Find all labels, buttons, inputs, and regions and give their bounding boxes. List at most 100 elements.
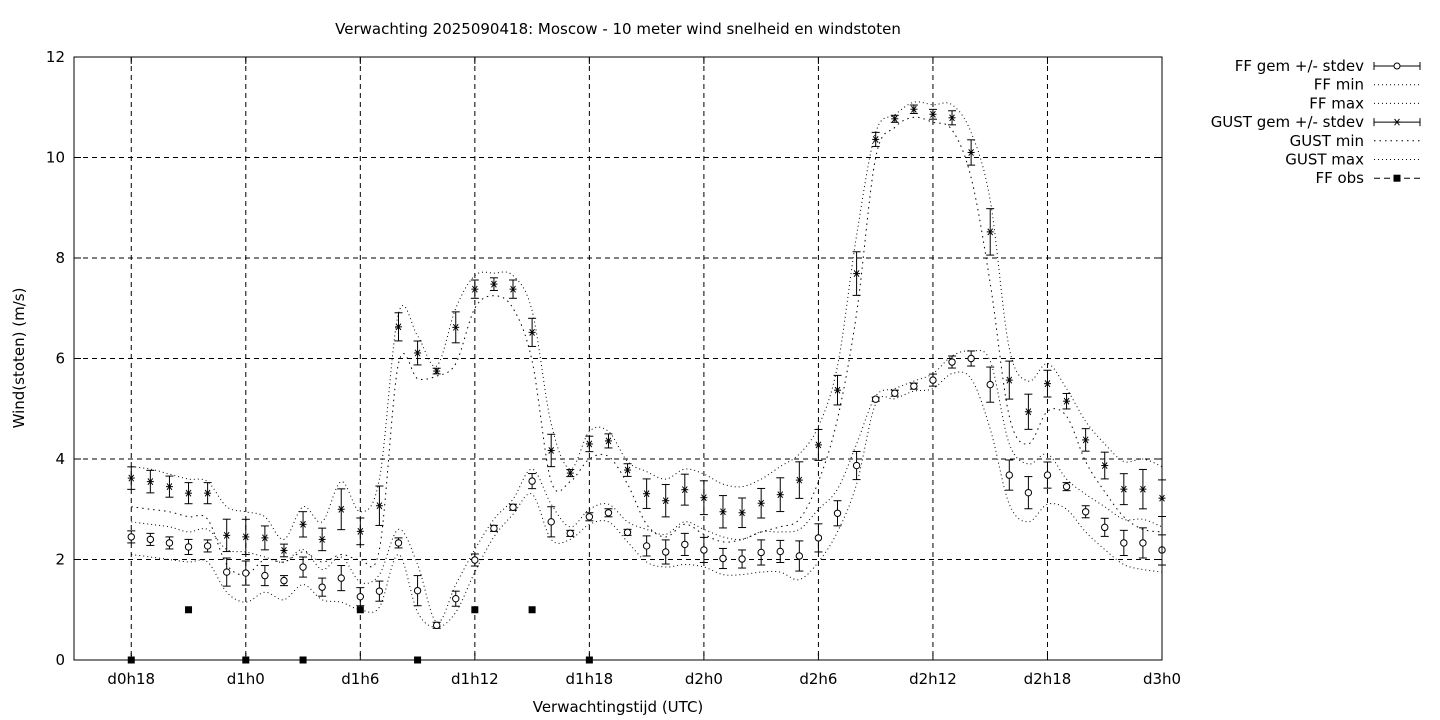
ff-obs-point xyxy=(356,606,364,614)
star-stroke xyxy=(338,505,345,513)
legend-marker-square xyxy=(1393,174,1401,182)
gust-mean-point xyxy=(185,489,193,497)
star-stroke xyxy=(605,437,612,445)
gust-mean-point xyxy=(719,508,727,516)
x-tick-label: d2h12 xyxy=(909,670,957,688)
legend-marker-circle xyxy=(1393,62,1401,70)
gust-mean-point xyxy=(1043,380,1051,388)
star-stroke xyxy=(471,285,478,293)
y-tick-label: 12 xyxy=(46,48,65,66)
ff-mean-point xyxy=(910,382,918,390)
star-stroke xyxy=(872,135,879,143)
gust-mean-point xyxy=(261,534,269,542)
y-tick-label: 4 xyxy=(55,450,65,468)
y-tick-label: 8 xyxy=(55,249,65,267)
ff-mean-point xyxy=(509,503,517,511)
gust-mean-point xyxy=(948,114,956,122)
legend-label: GUST gem +/- stdev xyxy=(1211,113,1364,131)
x-axis-label: Verwachtingstijd (UTC) xyxy=(533,698,704,716)
gust-mean-point xyxy=(375,502,383,510)
star-stroke xyxy=(1140,485,1146,493)
star-stroke xyxy=(262,534,268,542)
ff-mean-point xyxy=(566,529,574,538)
gust-mean-point xyxy=(700,494,708,502)
ff-mean-point xyxy=(394,539,403,547)
ff-mean-point xyxy=(986,380,994,389)
gust-mean-point xyxy=(165,483,173,491)
ff-mean-point xyxy=(948,358,956,366)
gust-mean-point xyxy=(204,489,212,497)
gust-mean-point xyxy=(1101,462,1109,469)
star-stroke xyxy=(185,489,192,497)
gust-mean-point xyxy=(814,441,822,449)
ff-mean-point xyxy=(662,548,670,556)
ff-mean-point xyxy=(795,552,804,560)
star-stroke xyxy=(376,502,383,510)
gust-min-line xyxy=(131,116,1163,576)
gust-mean-point xyxy=(547,447,555,454)
ff-max-line xyxy=(131,349,1163,623)
gust-max-line xyxy=(131,101,1163,540)
ff-mean-point xyxy=(413,586,422,595)
ff-mean-point xyxy=(700,546,708,554)
ff-mean-point xyxy=(203,542,212,550)
star-stroke xyxy=(1063,397,1070,405)
star-stroke xyxy=(987,228,994,236)
gust-mean-point xyxy=(834,386,842,394)
star-stroke xyxy=(300,520,306,528)
gust-mean-point xyxy=(471,285,479,293)
ff-mean-point xyxy=(1101,523,1109,532)
x-tick-label: d2h0 xyxy=(685,670,723,688)
ff-mean-point xyxy=(681,540,689,549)
gust-mean-point xyxy=(509,285,517,293)
gust-mean-point xyxy=(910,105,918,113)
star-stroke xyxy=(319,535,325,543)
star-stroke xyxy=(834,386,841,394)
star-stroke xyxy=(701,494,707,502)
star-stroke xyxy=(911,105,917,113)
ff-mean-point xyxy=(1062,482,1071,491)
ff-mean-point xyxy=(1005,471,1013,479)
star-stroke xyxy=(223,531,230,539)
gust-mean-point xyxy=(662,497,670,505)
ff-mean-point xyxy=(223,568,231,576)
star-stroke xyxy=(242,533,249,541)
star-stroke xyxy=(777,491,784,499)
ff-mean-point xyxy=(833,509,842,517)
ff-mean-point xyxy=(528,477,536,485)
gust-mean-point xyxy=(299,520,307,528)
gust-mean-point xyxy=(872,135,880,143)
star-stroke xyxy=(204,489,211,497)
gust-mean-point xyxy=(1005,376,1013,384)
x-tick-label: d1h6 xyxy=(341,670,379,688)
plot-area xyxy=(127,101,1166,664)
ff-mean-point xyxy=(1043,471,1052,479)
star-stroke xyxy=(1101,462,1108,469)
ff-mean-point xyxy=(1139,539,1147,547)
gust-mean-point xyxy=(891,115,899,123)
star-stroke xyxy=(643,490,650,498)
gust-mean-point xyxy=(1063,397,1071,405)
ff-mean-point xyxy=(852,461,861,470)
star-stroke xyxy=(586,440,593,448)
ff-mean-point xyxy=(184,543,193,551)
x-tick-label: d2h6 xyxy=(799,670,837,688)
star-stroke xyxy=(968,149,974,156)
gust-mean-point xyxy=(566,469,574,477)
ff-mean-point xyxy=(261,571,269,580)
x-tick-label: d0h18 xyxy=(107,670,155,688)
ff-mean-point xyxy=(127,533,135,541)
ff-mean-point xyxy=(471,556,479,564)
star-stroke xyxy=(720,508,726,516)
star-stroke xyxy=(739,509,745,517)
ff-mean-point xyxy=(604,509,613,517)
legend-label: GUST max xyxy=(1285,151,1364,169)
gust-mean-point xyxy=(643,490,651,498)
gust-mean-point xyxy=(738,509,746,517)
gust-mean-point xyxy=(795,476,803,484)
gust-mean-point xyxy=(585,440,593,448)
star-stroke xyxy=(891,115,898,123)
star-stroke xyxy=(166,483,173,491)
gust-mean-point xyxy=(1139,485,1147,493)
